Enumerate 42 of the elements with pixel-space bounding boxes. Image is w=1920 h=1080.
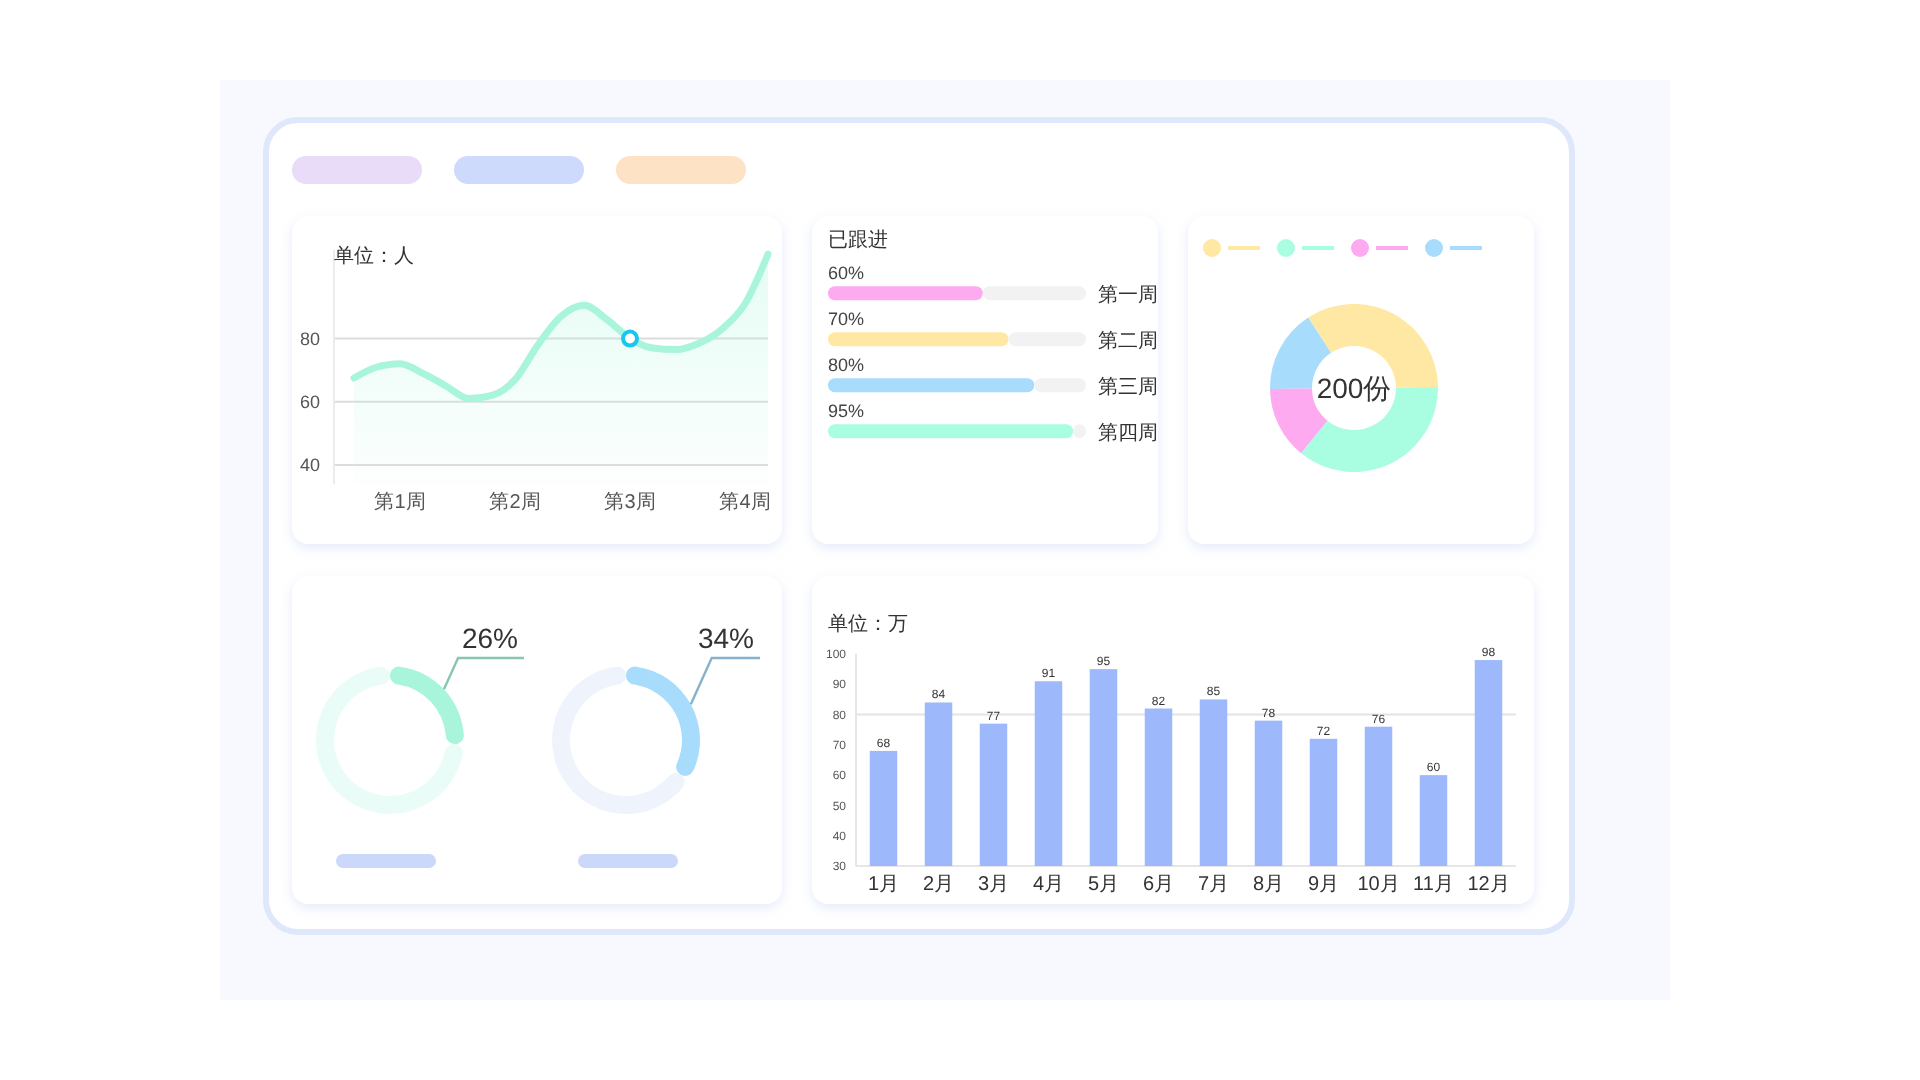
x-tick-label: 7月 — [1197, 874, 1230, 896]
donut-slice — [316, 666, 463, 814]
y-tick-label: 第二周 — [1098, 329, 1158, 354]
y-axis-title: 单位：人 — [334, 244, 414, 268]
x-tick-label: 11月 — [1413, 874, 1454, 896]
y-tick-label: 第一周 — [1098, 283, 1158, 308]
donut-slice — [390, 666, 464, 745]
x-tick-label: 3月 — [977, 874, 1010, 896]
x-tick-label: 第2周 — [489, 490, 541, 514]
bar — [828, 286, 983, 301]
data-label: 80% — [828, 355, 865, 376]
x-tick-label: 2月 — [922, 874, 955, 896]
x-tick-label: 9月 — [1307, 874, 1340, 896]
bar — [828, 332, 1009, 347]
y-tick-label: 第四周 — [1098, 421, 1158, 446]
y-tick-label: 60 — [299, 392, 320, 413]
x-tick-label: 第1周 — [374, 490, 426, 514]
bar — [982, 286, 1086, 301]
x-tick-label: 第4周 — [719, 490, 771, 514]
chart-title: 已跟进 — [828, 228, 888, 252]
bar — [828, 378, 1035, 393]
x-tick-label: 8月 — [1252, 874, 1285, 896]
y-tick-label: 80 — [299, 328, 320, 349]
text: 200份 — [1316, 372, 1392, 404]
data-label: 70% — [828, 309, 865, 330]
x-tick-label: 1月 — [867, 874, 900, 896]
x-tick-label: 第3周 — [604, 490, 656, 514]
x-tick-label: 6月 — [1142, 874, 1175, 896]
y-tick-label: 40 — [299, 455, 320, 476]
bar — [828, 424, 1074, 439]
data-label: 95% — [828, 401, 865, 422]
x-tick-label: 12月 — [1467, 874, 1510, 896]
y-axis-title: 单位：万 — [828, 612, 908, 636]
y-tick-label: 第三周 — [1098, 375, 1158, 400]
data-label: 60% — [828, 263, 865, 284]
x-tick-label: 5月 — [1087, 874, 1120, 896]
data-label: 34% — [697, 622, 754, 654]
data-label: 26% — [461, 622, 518, 654]
x-tick-label: 4月 — [1032, 874, 1065, 896]
bar — [1008, 332, 1086, 347]
bar — [1034, 378, 1086, 393]
x-tick-label: 10月 — [1357, 874, 1400, 896]
